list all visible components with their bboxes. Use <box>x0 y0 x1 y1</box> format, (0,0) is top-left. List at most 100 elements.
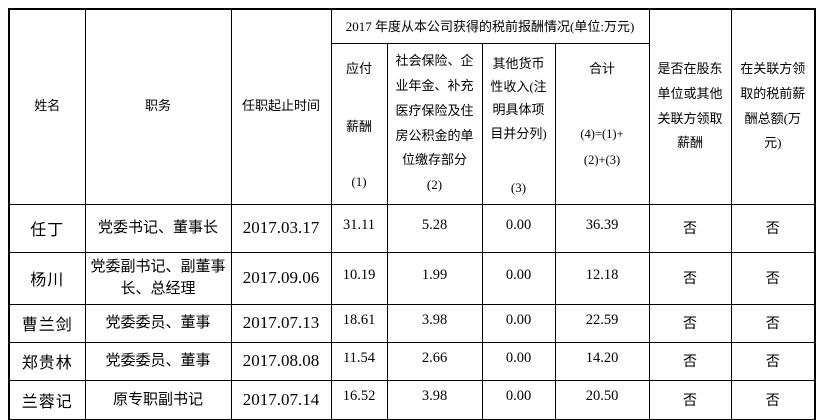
term-cell: 2017.07.13 <box>230 303 332 343</box>
table-body: 任丁 党委书记、董事长 2017.03.17 31.11 5.28 0.00 3… <box>8 203 816 420</box>
salary-value: 10.19 <box>342 266 376 283</box>
total-cell: 14.20 <box>554 341 650 381</box>
salary-line2: 薪酬 <box>345 118 372 134</box>
col-header-salary: 应付 薪酬 (1) <box>330 42 388 205</box>
other-income-value: 0.00 <box>505 216 532 233</box>
col-header-term: 任职起止时间 <box>230 8 332 205</box>
other-income-cell: 0.00 <box>481 379 556 420</box>
name-cell: 杨川 <box>8 251 86 305</box>
position-cell: 原专职副书记 <box>84 379 232 420</box>
position-cell: 党委委员、董事 <box>84 341 232 381</box>
insurance-value: 2.66 <box>421 349 448 366</box>
col-header-related-amount: 在关联方领取的税前薪酬总额(万元) <box>730 8 816 205</box>
other-income-value: 0.00 <box>505 349 532 366</box>
insurance-cell: 3.98 <box>386 379 483 420</box>
other-income-header-content: 其他货币性收入(注明具体项目并分列) (3) <box>483 44 554 203</box>
total-value: 20.50 <box>585 388 619 405</box>
insurance-value: 5.28 <box>421 216 448 233</box>
salary-header-content: 应付 薪酬 (1) <box>332 44 386 203</box>
col-header-total: 合计 (4)=(1)+ (2)+(3) <box>554 42 650 205</box>
col-header-related-flag-label: 是否在股东单位或其他关联方领取薪酬 <box>657 61 723 151</box>
name-cell: 郑贵林 <box>8 341 86 381</box>
other-income-note: (3) <box>510 179 527 195</box>
total-formula-line2: (2)+(3) <box>583 152 621 167</box>
col-header-position: 职务 <box>84 8 232 205</box>
table-header: 姓名 职务 任职起止时间 2017 年度从本公司获得的税前报酬情况(单位:万元)… <box>8 8 816 205</box>
related-flag-cell: 否 <box>648 303 732 343</box>
salary-cell: 10.19 <box>330 251 388 305</box>
total-cell: 36.39 <box>554 203 650 253</box>
header-row-top: 姓名 职务 任职起止时间 2017 年度从本公司获得的税前报酬情况(单位:万元)… <box>8 8 816 205</box>
total-formula-line1: (4)=(1)+ <box>580 126 624 141</box>
col-header-position-label: 职务 <box>144 98 171 114</box>
other-income-label: 其他货币性收入(注明具体项目并分列) <box>490 55 547 141</box>
col-header-term-label: 任职起止时间 <box>241 98 320 114</box>
total-formula: (4)=(1)+ (2)+(3) <box>580 121 623 174</box>
compensation-table: 姓名 职务 任职起止时间 2017 年度从本公司获得的税前报酬情况(单位:万元)… <box>8 8 817 420</box>
other-income-value: 0.00 <box>505 266 532 283</box>
total-value: 12.18 <box>585 266 619 283</box>
related-flag-cell: 否 <box>648 251 732 305</box>
position-cell: 党委副书记、副董事长、总经理 <box>84 251 232 305</box>
insurance-value: 3.98 <box>421 388 448 405</box>
term-cell: 2017.03.17 <box>230 203 332 253</box>
table-row: 曹兰剑 党委委员、董事 2017.07.13 18.61 3.98 0.00 2… <box>8 303 816 343</box>
salary-line1: 应付 <box>345 60 372 76</box>
total-cell: 22.59 <box>554 303 650 343</box>
col-header-name: 姓名 <box>8 8 86 205</box>
col-header-related-flag: 是否在股东单位或其他关联方领取薪酬 <box>648 8 732 205</box>
position-cell: 党委书记、董事长 <box>84 203 232 253</box>
salary-cell: 18.61 <box>330 303 388 343</box>
related-flag-cell: 否 <box>648 379 732 420</box>
other-income-value: 0.00 <box>505 388 532 405</box>
total-cell: 12.18 <box>554 251 650 305</box>
related-flag-cell: 否 <box>648 341 732 381</box>
name-cell: 任丁 <box>8 203 86 253</box>
insurance-cell: 3.98 <box>386 303 483 343</box>
insurance-header-label: 社会保险、企业年金、补充医疗保险及住房公积金的单位缴存部分(2) <box>395 53 474 192</box>
total-title: 合计 <box>589 60 616 76</box>
insurance-value: 3.98 <box>421 311 448 328</box>
table-row: 任丁 党委书记、董事长 2017.03.17 31.11 5.28 0.00 3… <box>8 203 816 253</box>
salary-value: 11.54 <box>342 349 376 366</box>
term-cell: 2017.09.06 <box>230 251 332 305</box>
insurance-cell: 5.28 <box>386 203 483 253</box>
salary-cell: 31.11 <box>330 203 388 253</box>
related-amount-cell: 否 <box>730 303 816 343</box>
insurance-cell: 1.99 <box>386 251 483 305</box>
term-cell: 2017.08.08 <box>230 341 332 381</box>
header-row-sub: 应付 薪酬 (1) 社会保险、企业年金、补充医疗保险及住房公积金的单位缴存部分(… <box>9 42 815 205</box>
other-income-cell: 0.00 <box>481 251 556 305</box>
col-group-compensation: 2017 年度从本公司获得的税前报酬情况(单位:万元) <box>330 8 650 44</box>
related-amount-cell: 否 <box>730 341 816 381</box>
table-row: 兰蓉记 原专职副书记 2017.07.14 16.52 3.98 0.00 20… <box>8 379 816 420</box>
name-cell: 曹兰剑 <box>8 303 86 343</box>
related-amount-cell: 否 <box>730 379 816 420</box>
table-row: 杨川 党委副书记、副董事长、总经理 2017.09.06 10.19 1.99 … <box>8 251 816 305</box>
other-income-cell: 0.00 <box>481 203 556 253</box>
total-header-content: 合计 (4)=(1)+ (2)+(3) <box>556 44 648 203</box>
other-income-value: 0.00 <box>505 311 532 328</box>
salary-note: (1) <box>351 173 367 189</box>
salary-value: 18.61 <box>342 311 376 328</box>
salary-cell: 16.52 <box>330 379 388 420</box>
total-value: 22.59 <box>585 311 619 328</box>
related-amount-cell: 否 <box>730 251 816 305</box>
salary-cell: 11.54 <box>330 341 388 381</box>
salary-value: 16.52 <box>342 388 376 405</box>
total-cell: 20.50 <box>554 379 650 420</box>
col-header-name-label: 姓名 <box>34 98 61 114</box>
related-flag-cell: 否 <box>648 203 732 253</box>
other-income-cell: 0.00 <box>481 341 556 381</box>
term-cell: 2017.07.14 <box>230 379 332 420</box>
related-amount-cell: 否 <box>730 203 816 253</box>
name-cell: 兰蓉记 <box>8 379 86 420</box>
salary-value: 31.11 <box>342 216 376 233</box>
col-header-related-amount-label: 在关联方领取的税前薪酬总额(万元) <box>740 61 806 151</box>
total-value: 36.39 <box>585 216 619 233</box>
other-income-cell: 0.00 <box>481 303 556 343</box>
col-header-other-income: 其他货币性收入(注明具体项目并分列) (3) <box>481 42 556 205</box>
insurance-cell: 2.66 <box>386 341 483 381</box>
col-header-insurance: 社会保险、企业年金、补充医疗保险及住房公积金的单位缴存部分(2) <box>386 42 483 205</box>
